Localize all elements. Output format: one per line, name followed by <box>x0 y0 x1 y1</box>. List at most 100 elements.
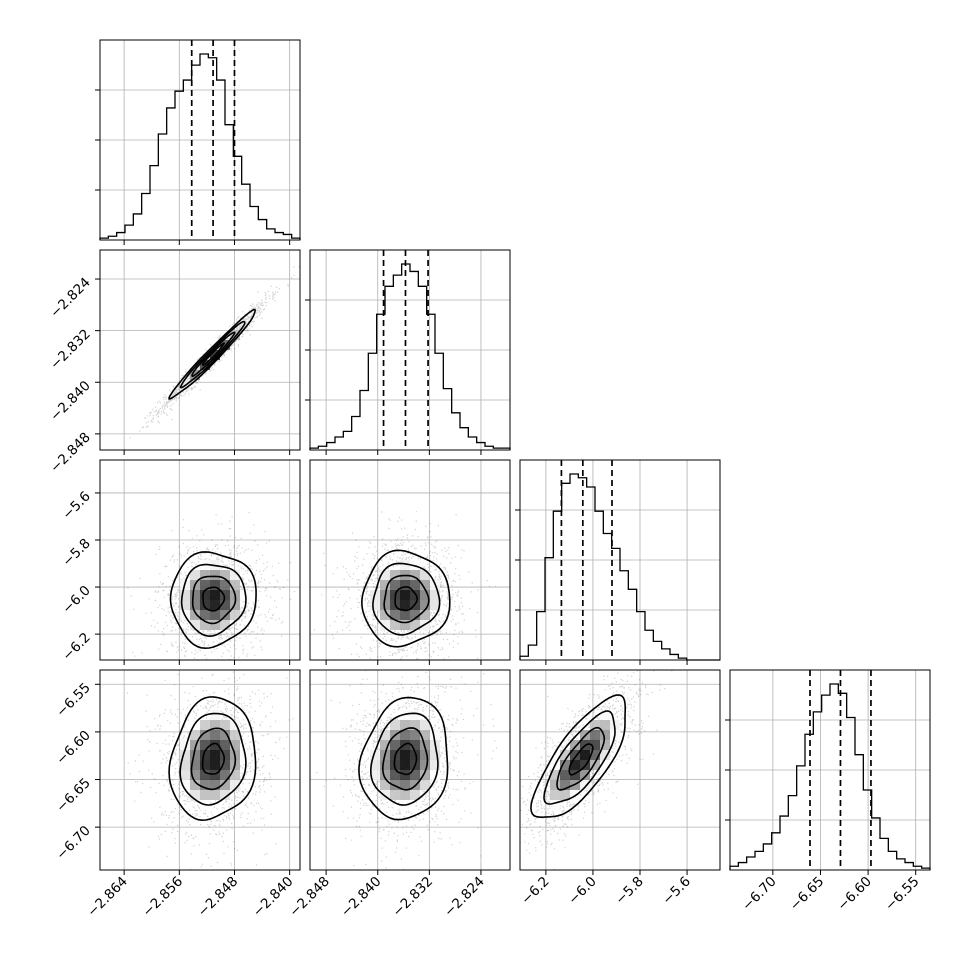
contour-2 <box>543 710 616 805</box>
density-cell <box>220 780 230 790</box>
density-cell <box>210 790 220 800</box>
density-cell <box>580 770 590 780</box>
density-cell <box>370 600 380 610</box>
density-cell <box>390 570 400 580</box>
density-cell <box>380 780 390 790</box>
contour-0 <box>202 586 226 612</box>
contour-3 <box>169 551 257 650</box>
x-tick-label: −5.6 <box>659 874 693 908</box>
contour-3 <box>361 549 451 648</box>
density-cell <box>210 770 220 780</box>
hist-panel-1 <box>305 249 511 455</box>
density-cell <box>560 760 570 770</box>
density-cell <box>380 610 390 620</box>
density-cell <box>410 730 420 740</box>
density-cell <box>410 580 420 590</box>
contour-2 <box>372 562 441 636</box>
panel-frame <box>309 669 511 871</box>
density-cell <box>200 780 210 790</box>
x-tick-label: −6.65 <box>787 874 828 915</box>
scatter-points <box>126 671 294 870</box>
histogram-2 <box>519 473 720 661</box>
density-cell <box>200 620 210 630</box>
contour-3 <box>168 308 256 400</box>
density-cell <box>230 570 240 580</box>
density-cell <box>210 600 220 610</box>
density-cell <box>430 770 440 780</box>
x-tick-label: −5.8 <box>612 874 646 908</box>
scatter-points <box>520 670 673 870</box>
density-cell <box>400 750 410 760</box>
density-cell <box>230 720 240 730</box>
density-cell <box>400 560 410 570</box>
density-cell <box>410 570 420 580</box>
density-cell <box>210 780 220 790</box>
scatter-panel-1-0 <box>95 249 301 455</box>
density-cell <box>410 710 420 720</box>
density-cell <box>210 730 220 740</box>
panel-frame <box>99 669 301 871</box>
density-cell <box>400 780 410 790</box>
density-cell <box>600 710 610 720</box>
density-cell <box>420 580 430 590</box>
density-cell <box>400 760 410 770</box>
density-cell <box>220 620 230 630</box>
density-cell <box>230 730 240 740</box>
density-cell <box>190 740 200 750</box>
density-cell <box>180 770 190 780</box>
contour-3 <box>168 696 257 822</box>
density-cell <box>560 770 570 780</box>
density-cell <box>190 590 200 600</box>
density-cell <box>420 600 430 610</box>
density-cell <box>210 720 220 730</box>
y-tick-label: −5.8 <box>59 536 93 570</box>
panel-frame <box>309 459 511 661</box>
contour-3 <box>358 696 449 821</box>
density-cell <box>600 740 610 750</box>
density-cell <box>580 750 590 760</box>
density-cell <box>390 720 400 730</box>
density-cell <box>210 570 220 580</box>
density-cell <box>190 770 200 780</box>
density-cell <box>190 620 200 630</box>
density-cell <box>400 730 410 740</box>
contour-2 <box>179 712 247 806</box>
density-cell <box>600 730 610 740</box>
density-cell <box>190 760 200 770</box>
density-cell <box>200 720 210 730</box>
x-tick-label: −2.864 <box>84 874 131 921</box>
density-cell <box>420 780 430 790</box>
contour-1 <box>190 727 237 791</box>
panel-frame <box>309 249 511 451</box>
density-cell <box>200 750 210 760</box>
density-cell <box>370 750 380 760</box>
density-cell <box>390 770 400 780</box>
density-cell <box>370 770 380 780</box>
density-cell <box>220 730 230 740</box>
density-cell <box>410 720 420 730</box>
density-cell <box>190 570 200 580</box>
density-cell <box>190 730 200 740</box>
contour-2 <box>180 563 247 638</box>
density-cell <box>190 610 200 620</box>
contour-1 <box>191 575 237 625</box>
scatter-panel-2-1 <box>309 459 511 665</box>
contour-0 <box>568 743 594 776</box>
density-cell <box>560 790 570 800</box>
density-cell <box>190 750 200 760</box>
density-cell <box>190 790 200 800</box>
density-cell <box>430 760 440 770</box>
y-tick-label: −5.6 <box>59 488 93 522</box>
density-cell <box>430 750 440 760</box>
panel-frame <box>729 669 931 871</box>
y-tick-label: −6.0 <box>59 583 93 617</box>
density-cell <box>410 750 420 760</box>
density-cell <box>210 750 220 760</box>
density-cell <box>550 800 560 810</box>
x-tick-label: −2.840 <box>338 874 385 921</box>
contour-0 <box>201 342 226 366</box>
density-cell <box>420 570 430 580</box>
density-cell <box>210 610 220 620</box>
density-cell <box>580 780 590 790</box>
